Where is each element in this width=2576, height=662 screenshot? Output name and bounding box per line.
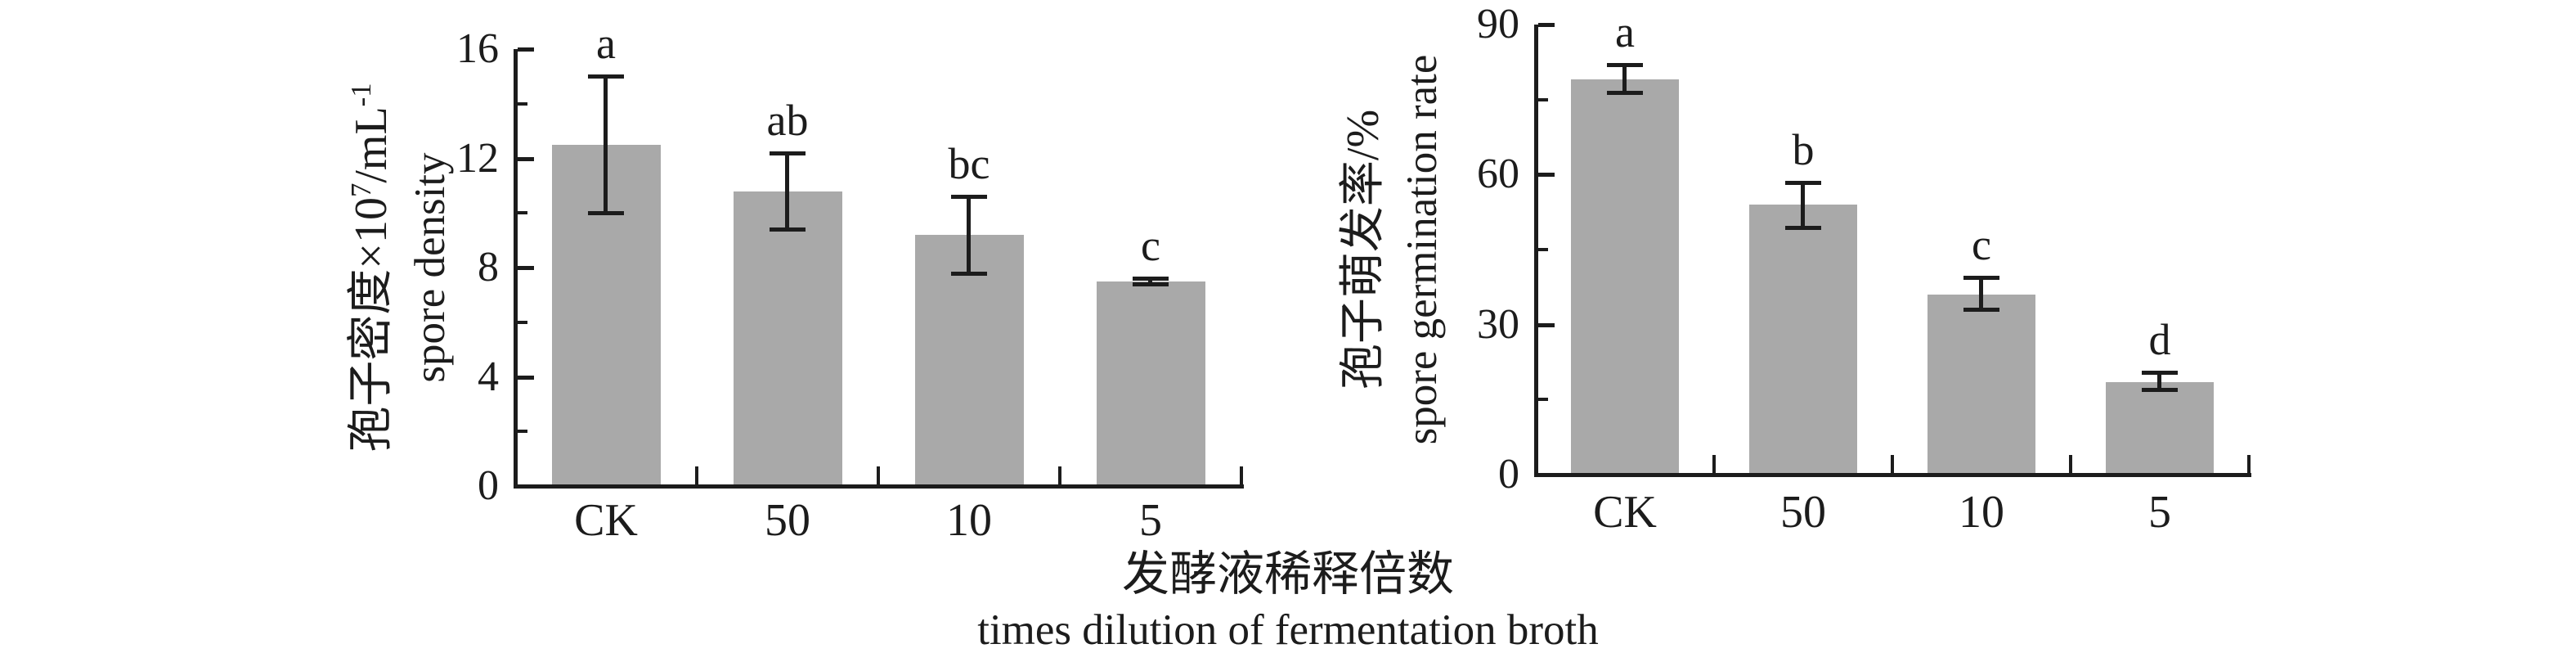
y-tick-label: 8 <box>478 244 499 290</box>
error-bar-cap-bottom <box>588 211 624 216</box>
category-label-10: 10 <box>946 495 992 546</box>
y-tick-label: 0 <box>1498 451 1519 498</box>
significance-letter: b <box>1792 124 1815 174</box>
category-label-5: 5 <box>1139 495 1162 546</box>
error-bar-cap-top <box>1785 180 1821 185</box>
y-minor-tick <box>518 430 527 434</box>
x-boundary-tick <box>1058 466 1061 484</box>
significance-letter: d <box>2148 314 2171 364</box>
y-major-tick <box>518 47 534 52</box>
bar-5 <box>1096 281 1205 486</box>
error-bar-line <box>785 152 789 230</box>
x-boundary-tick <box>2247 455 2251 473</box>
error-bar-cap-bottom <box>1963 308 1999 313</box>
y-minor-tick <box>518 211 527 215</box>
category-label-5: 5 <box>2148 487 2171 538</box>
x-axis-label: 发酵液稀释倍数 times dilution of fermentation b… <box>977 545 1599 656</box>
y-tick-label: 12 <box>456 134 499 182</box>
significance-letter: a <box>596 19 616 69</box>
x-boundary-tick <box>1891 455 1894 473</box>
error-bar-line <box>2157 372 2161 390</box>
error-bar-line <box>604 76 608 214</box>
x-axis-line <box>1534 473 2251 477</box>
x-boundary-tick <box>2069 455 2072 473</box>
x-axis-label-zh: 发酵液稀释倍数 <box>1121 547 1454 601</box>
y-axis-label-left-en: spore density <box>406 152 455 383</box>
y-axis-line <box>1534 25 1538 477</box>
y-tick-label: 30 <box>1477 300 1519 348</box>
y-major-tick <box>518 156 534 161</box>
error-bar-cap-bottom <box>1607 90 1643 95</box>
y-tick-label: 60 <box>1477 151 1519 198</box>
y-major-tick <box>518 484 534 489</box>
significance-letter: c <box>1141 221 1160 271</box>
y-minor-tick <box>518 101 527 106</box>
error-bar-line <box>1801 182 1805 227</box>
y-axis-label-left-zh: 孢子密度×107/mL-1 <box>344 83 397 453</box>
significance-letter: c <box>1972 219 1991 269</box>
y-axis-label-right-en: spore germination rate <box>1398 54 1446 445</box>
category-label-CK: CK <box>1593 487 1657 538</box>
y-tick-label: 0 <box>478 462 499 509</box>
significance-letter: bc <box>948 139 990 189</box>
error-bar-line <box>967 196 971 273</box>
significance-letter: a <box>1615 7 1635 56</box>
bar-CK <box>1571 79 1679 475</box>
y-minor-tick <box>1538 398 1548 402</box>
y-major-tick <box>518 375 534 380</box>
significance-letter: ab <box>766 95 809 145</box>
category-label-CK: CK <box>574 495 638 546</box>
category-label-50: 50 <box>1780 487 1826 538</box>
y-major-tick <box>1538 322 1555 327</box>
category-label-50: 50 <box>765 495 810 546</box>
bar-10 <box>1928 295 2035 475</box>
y-major-tick <box>518 266 534 270</box>
y-major-tick <box>1538 473 1555 477</box>
error-bar-cap-top <box>2142 370 2178 375</box>
y-tick-label: 90 <box>1477 1 1519 47</box>
error-bar-cap-bottom <box>770 227 806 232</box>
y-tick-label: 4 <box>478 353 499 400</box>
x-boundary-tick <box>695 466 698 484</box>
x-boundary-tick <box>1712 455 1716 473</box>
error-bar-cap-top <box>951 195 987 200</box>
x-boundary-tick <box>1240 466 1243 484</box>
y-axis-line <box>514 49 518 489</box>
y-tick-label: 16 <box>456 25 499 72</box>
y-major-tick <box>1538 23 1555 27</box>
error-bar-cap-top <box>1133 277 1169 281</box>
y-minor-tick <box>1538 97 1548 101</box>
y-axis-label-right: 孢子萌发率/% spore germination rate <box>1333 55 1451 445</box>
y-minor-tick <box>518 320 527 324</box>
error-bar-cap-bottom <box>1785 225 1821 230</box>
error-bar-cap-bottom <box>951 271 987 276</box>
error-bar-line <box>1148 278 1152 285</box>
y-minor-tick <box>1538 248 1548 251</box>
error-bar-line <box>1979 277 1983 310</box>
category-label-10: 10 <box>1959 487 2004 538</box>
error-bar-cap-top <box>588 74 624 79</box>
x-axis-label-en: times dilution of fermentation broth <box>977 606 1599 654</box>
bar-10 <box>914 234 1024 486</box>
error-bar-cap-top <box>1607 62 1643 67</box>
y-major-tick <box>1538 173 1555 178</box>
y-axis-label-left: 孢子密度×107/mL-1 spore density <box>331 83 459 452</box>
x-axis-line <box>514 484 1244 489</box>
error-bar-line <box>1622 64 1627 92</box>
bar-50 <box>1749 205 1857 475</box>
bar-50 <box>733 191 842 486</box>
y-axis-label-right-zh: 孢子萌发率/% <box>1338 109 1389 390</box>
error-bar-cap-top <box>770 151 806 155</box>
bar-5 <box>2106 381 2214 475</box>
error-bar-cap-bottom <box>1133 282 1169 287</box>
error-bar-cap-top <box>1963 275 1999 280</box>
error-bar-cap-bottom <box>2142 388 2178 393</box>
x-boundary-tick <box>877 466 880 484</box>
